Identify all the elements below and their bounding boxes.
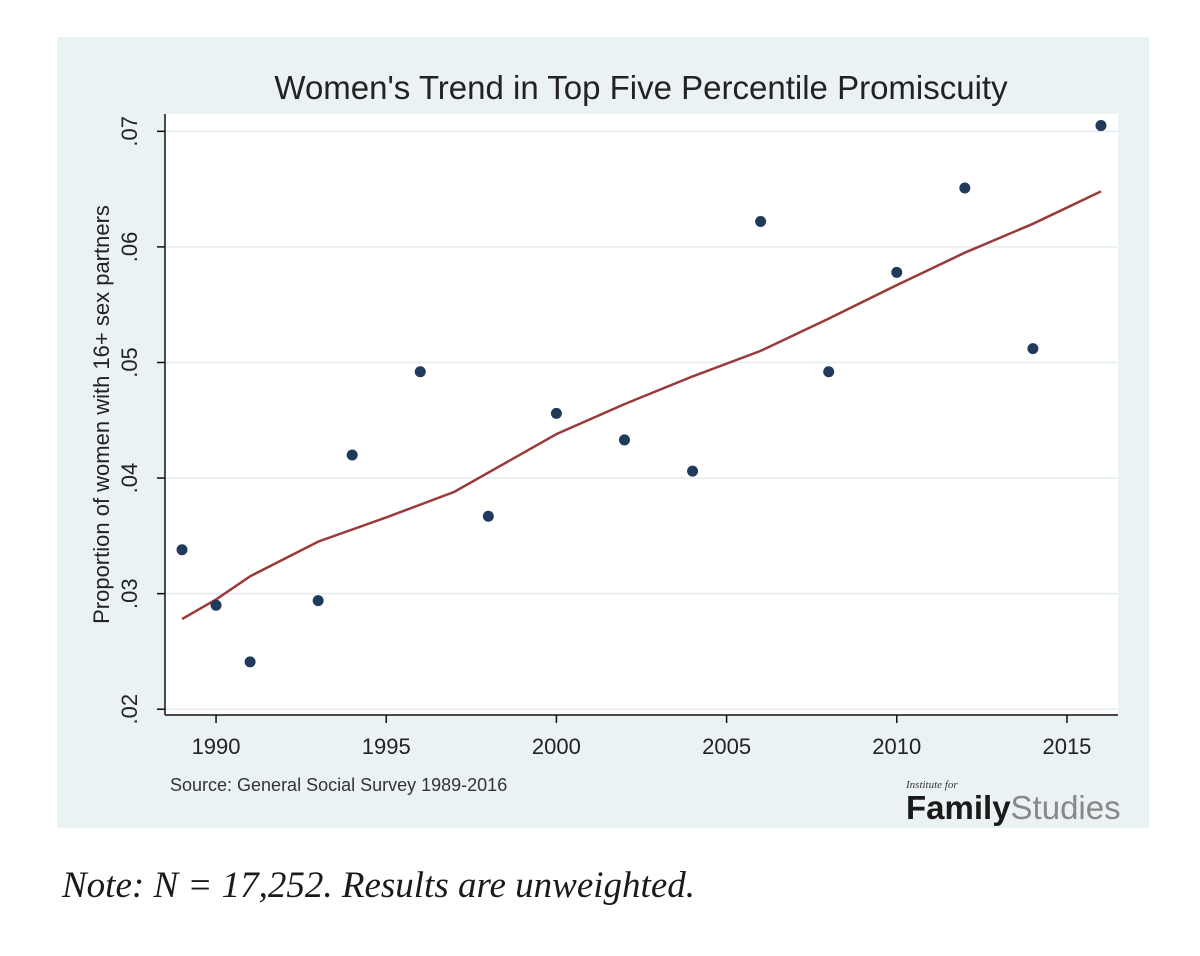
data-point: [482, 510, 494, 522]
data-point: [244, 656, 256, 668]
data-point: [891, 266, 903, 278]
chart-svg: .02 .03 .04 .05 .06 .07 1990 1995 2000 2005 2010 20…: [89, 69, 1118, 795]
x-tick-label: 2005: [702, 734, 751, 759]
x-tick-label: 1990: [192, 734, 241, 759]
data-point: [1027, 343, 1039, 355]
y-tick-label: .02: [117, 694, 142, 725]
y-tick-label: .06: [117, 232, 142, 263]
logo-family: Family: [906, 789, 1011, 826]
data-point: [550, 407, 562, 419]
y-tick-label: .04: [117, 463, 142, 494]
x-tick-label: 2000: [532, 734, 581, 759]
x-tick-label: 2015: [1042, 734, 1091, 759]
trend-line: [181, 190, 1102, 621]
y-axis-title: Proportion of women with 16+ sex partner…: [89, 205, 114, 624]
data-point: [1095, 120, 1107, 132]
data-point: [346, 449, 358, 461]
logo-studies: Studies: [1010, 789, 1121, 826]
x-tick-label: 2010: [872, 734, 921, 759]
data-point: [176, 544, 188, 556]
y-tick-label: .03: [117, 578, 142, 609]
data-point: [210, 599, 222, 611]
y-tick-label: .07: [117, 116, 142, 147]
chart-source: Source: General Social Survey 1989-2016: [170, 775, 507, 795]
chart-title: Women's Trend in Top Five Percentile Pro…: [274, 69, 1008, 106]
data-point: [755, 215, 767, 227]
data-point: [618, 434, 630, 446]
y-tick-label: .05: [117, 347, 142, 378]
data-point: [959, 182, 971, 194]
data-point: [414, 366, 426, 378]
logo-tagline: Institute for: [906, 779, 958, 791]
data-point: [312, 595, 324, 607]
data-point: [687, 465, 699, 477]
data-point: [823, 366, 835, 378]
logo: FamilyStudies: [906, 789, 1121, 827]
chart-figure: .02 .03 .04 .05 .06 .07 1990 1995 2000 2005 2010 20…: [57, 37, 1149, 828]
plot-area: [165, 114, 1118, 715]
x-tick-label: 1995: [362, 734, 411, 759]
footnote: Note: N = 17,252. Results are unweighted…: [62, 865, 696, 906]
